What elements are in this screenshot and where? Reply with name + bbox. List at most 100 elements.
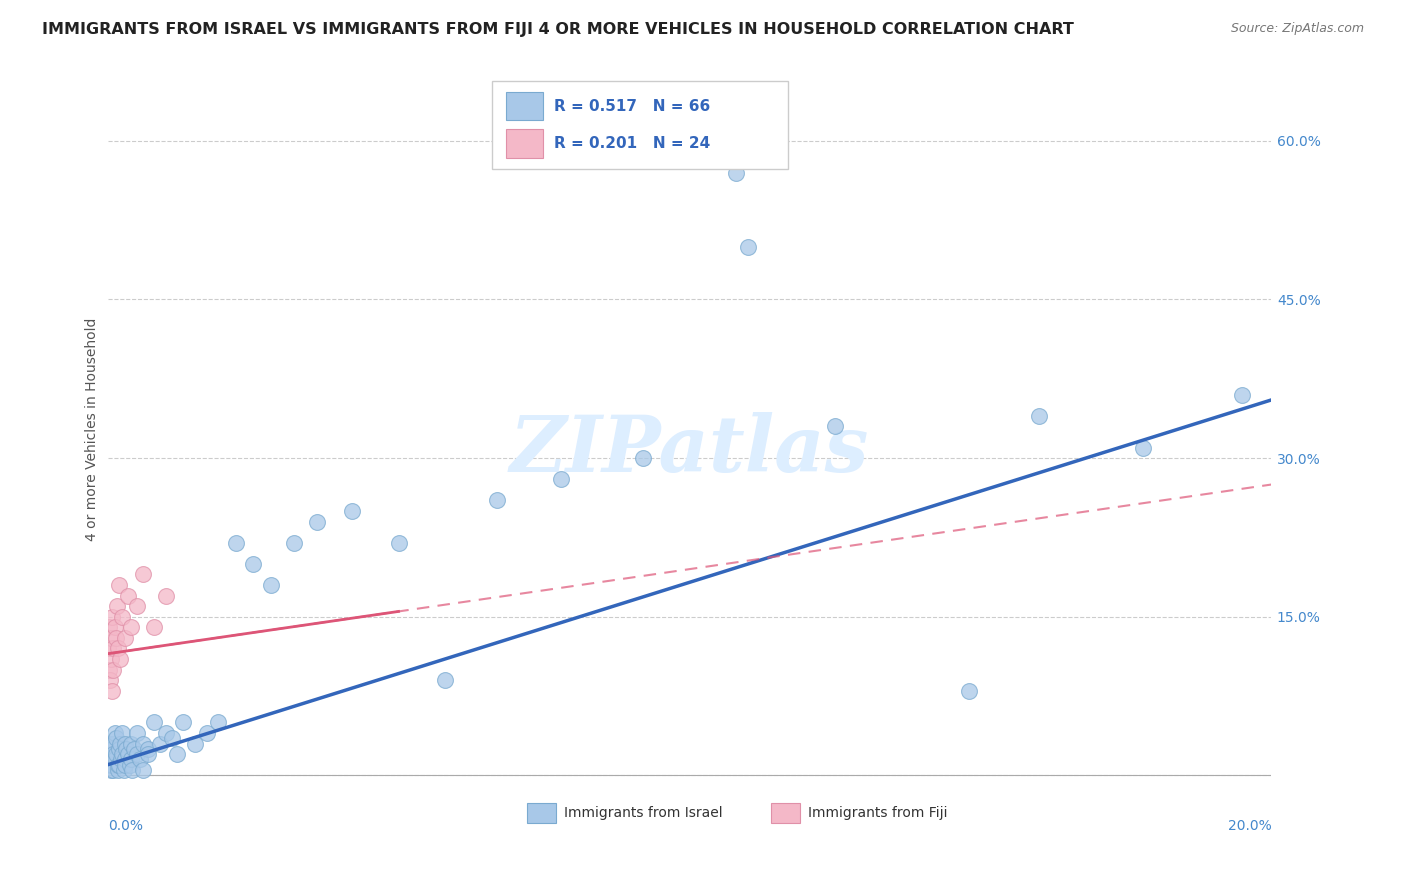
Point: [104, 631, 127, 645]
Point: [121, 763, 143, 777]
Point: [631, 451, 654, 466]
Point: [207, 715, 229, 730]
Point: [184, 737, 207, 751]
Point: [111, 726, 134, 740]
Text: R = 0.201   N = 24: R = 0.201 N = 24: [554, 136, 710, 151]
Text: IMMIGRANTS FROM ISRAEL VS IMMIGRANTS FROM FIJI 4 OR MORE VEHICLES IN HOUSEHOLD C: IMMIGRANTS FROM ISRAEL VS IMMIGRANTS FRO…: [42, 22, 1074, 37]
Point: [387, 535, 409, 549]
Point: [100, 742, 122, 756]
Point: [110, 737, 132, 751]
Point: [105, 747, 128, 762]
Point: [259, 578, 281, 592]
Point: [101, 641, 124, 656]
Point: [100, 763, 122, 777]
Point: [97, 747, 120, 762]
Text: Immigrants from Israel: Immigrants from Israel: [564, 806, 723, 820]
Point: [550, 472, 572, 486]
Point: [111, 609, 134, 624]
Point: [128, 752, 150, 766]
Point: [107, 763, 129, 777]
Point: [155, 589, 177, 603]
Point: [1132, 441, 1154, 455]
Point: [120, 620, 142, 634]
Point: [143, 715, 166, 730]
Point: [486, 493, 509, 508]
Point: [125, 599, 148, 614]
Point: [100, 737, 122, 751]
Point: [108, 757, 131, 772]
Text: Immigrants from Fiji: Immigrants from Fiji: [808, 806, 948, 820]
Point: [97, 663, 120, 677]
Point: [1028, 409, 1050, 423]
Point: [105, 599, 128, 614]
Point: [957, 683, 980, 698]
Point: [824, 419, 846, 434]
Text: ZIPatlas: ZIPatlas: [510, 412, 869, 489]
Point: [114, 631, 136, 645]
Point: [122, 742, 145, 756]
Point: [166, 747, 188, 762]
Text: 20.0%: 20.0%: [1227, 819, 1271, 833]
Point: [108, 578, 131, 592]
Point: [110, 752, 132, 766]
Text: R = 0.517   N = 66: R = 0.517 N = 66: [554, 99, 710, 114]
Point: [108, 742, 131, 756]
Point: [225, 535, 247, 549]
Point: [114, 752, 136, 766]
Point: [117, 589, 139, 603]
Point: [115, 742, 138, 756]
Text: 0.0%: 0.0%: [108, 819, 142, 833]
Point: [172, 715, 194, 730]
Point: [149, 737, 172, 751]
Point: [103, 763, 125, 777]
Point: [107, 641, 129, 656]
Bar: [770, 803, 800, 822]
Point: [434, 673, 457, 688]
Point: [101, 757, 124, 772]
Point: [125, 726, 148, 740]
Point: [724, 166, 747, 180]
Point: [103, 747, 125, 762]
Point: [1230, 387, 1253, 401]
Point: [101, 737, 124, 751]
Point: [307, 515, 329, 529]
Point: [131, 737, 153, 751]
Point: [111, 747, 134, 762]
Point: [138, 742, 160, 756]
Point: [104, 620, 127, 634]
Point: [104, 752, 127, 766]
Point: [131, 763, 153, 777]
Point: [107, 757, 129, 772]
FancyBboxPatch shape: [492, 81, 789, 169]
Point: [110, 652, 132, 666]
Text: Source: ZipAtlas.com: Source: ZipAtlas.com: [1230, 22, 1364, 36]
Point: [103, 663, 125, 677]
Bar: [506, 92, 543, 120]
Point: [112, 763, 135, 777]
Point: [98, 757, 121, 772]
Point: [195, 726, 218, 740]
Point: [138, 747, 160, 762]
Point: [120, 737, 142, 751]
Point: [737, 239, 759, 253]
Point: [97, 641, 120, 656]
Bar: [506, 129, 543, 158]
Point: [105, 731, 128, 746]
Point: [283, 535, 305, 549]
Point: [104, 726, 127, 740]
Point: [114, 737, 136, 751]
Point: [117, 747, 139, 762]
Point: [120, 752, 142, 766]
Point: [155, 726, 177, 740]
Point: [100, 631, 122, 645]
Y-axis label: 4 or more Vehicles in Household: 4 or more Vehicles in Household: [86, 318, 100, 541]
Point: [125, 747, 148, 762]
Point: [340, 504, 363, 518]
Point: [118, 757, 141, 772]
Point: [100, 652, 122, 666]
Point: [98, 673, 121, 688]
Point: [101, 683, 124, 698]
Point: [114, 757, 136, 772]
Bar: [526, 803, 555, 822]
Point: [160, 731, 183, 746]
